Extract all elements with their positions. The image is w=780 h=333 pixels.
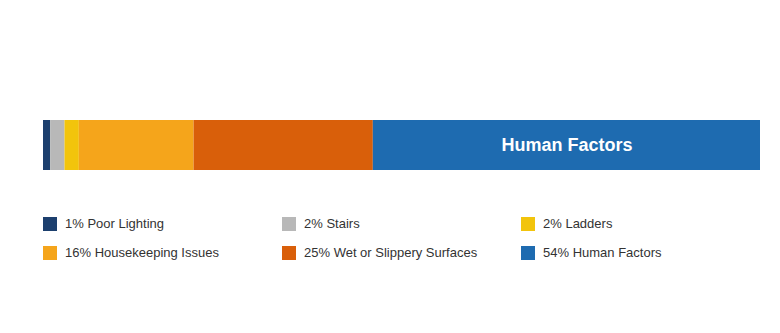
html-text:2% Ladders: 2% Ladders — [543, 216, 613, 231]
html-text:25% Wet or Slippery Surfaces: 25% Wet or Slippery Surfaces — [304, 245, 478, 260]
html-text:1% Poor Lighting: 1% Poor Lighting — [65, 216, 164, 231]
html-text:54% Human Factors: 54% Human Factors — [543, 245, 662, 260]
html-text:2% Stairs: 2% Stairs — [304, 216, 360, 231]
svg-text:Human Factors: Human Factors — [501, 135, 632, 155]
html-text:16% Housekeeping Issues: 16% Housekeeping Issues — [65, 245, 219, 260]
